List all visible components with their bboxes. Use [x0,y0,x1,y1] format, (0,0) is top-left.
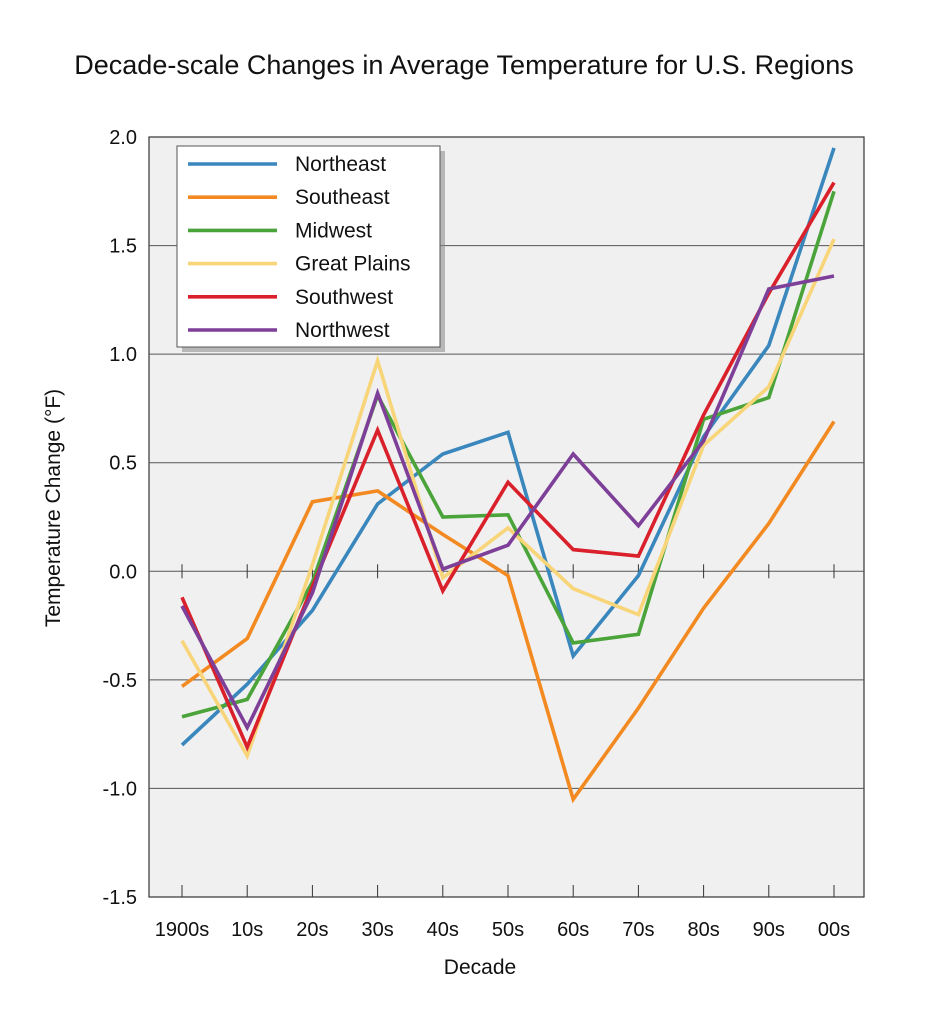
y-axis-label: Temperature Change (°F) [42,389,65,627]
y-tick-label: 2.0 [109,127,137,149]
x-tick-label: 1900s [155,919,210,941]
y-tick-label: -1.0 [103,778,137,800]
legend-label: Southwest [295,286,393,309]
series-line-southeast [180,420,836,804]
legend-label: Northwest [295,319,390,342]
y-tick-label: -1.5 [103,887,137,909]
legend-label: Southeast [295,186,390,209]
y-tick-label: 1.0 [109,344,137,366]
x-tick-label: 90s [753,919,785,941]
legend-box [176,145,441,348]
legend: Northeast Southeast Midwest Great Plains Sou… [176,145,445,352]
y-tick-label: 0.5 [109,453,137,475]
series-line-midwest [181,190,836,719]
series-line-great-plains [180,238,836,761]
legend-label: Northeast [295,153,386,176]
x-tick-label: 30s [361,919,393,941]
x-tick-label: 70s [622,919,654,941]
legend-label: Midwest [295,219,372,242]
y-tick-label: 0.0 [109,561,137,583]
y-axis-ticks: 2.0 1.5 1.0 0.5 0.0 -0.5 -1.0 -1.5 [103,127,137,909]
x-tick-label: 80s [687,919,719,941]
legend-label: Great Plains [295,253,411,276]
series-line-northwest [180,274,835,732]
x-tick-label: 10s [231,919,263,941]
y-tick-label: -0.5 [103,670,137,692]
x-tick-label: 50s [492,919,524,941]
x-tick-label: 40s [427,919,459,941]
series-lines [180,147,836,804]
chart-title: Decade-scale Changes in Average Temperat… [74,50,853,80]
x-axis-ticks: 1900s 10s 20s 30s 40s 50s 60s 70s 80s 90s 00s [155,564,850,941]
x-axis-label: Decade [444,956,516,979]
y-tick-label: 1.5 [109,236,137,258]
x-tick-label: 60s [557,919,589,941]
x-tick-label: 00s [818,919,850,941]
x-tick-label: 20s [296,919,328,941]
